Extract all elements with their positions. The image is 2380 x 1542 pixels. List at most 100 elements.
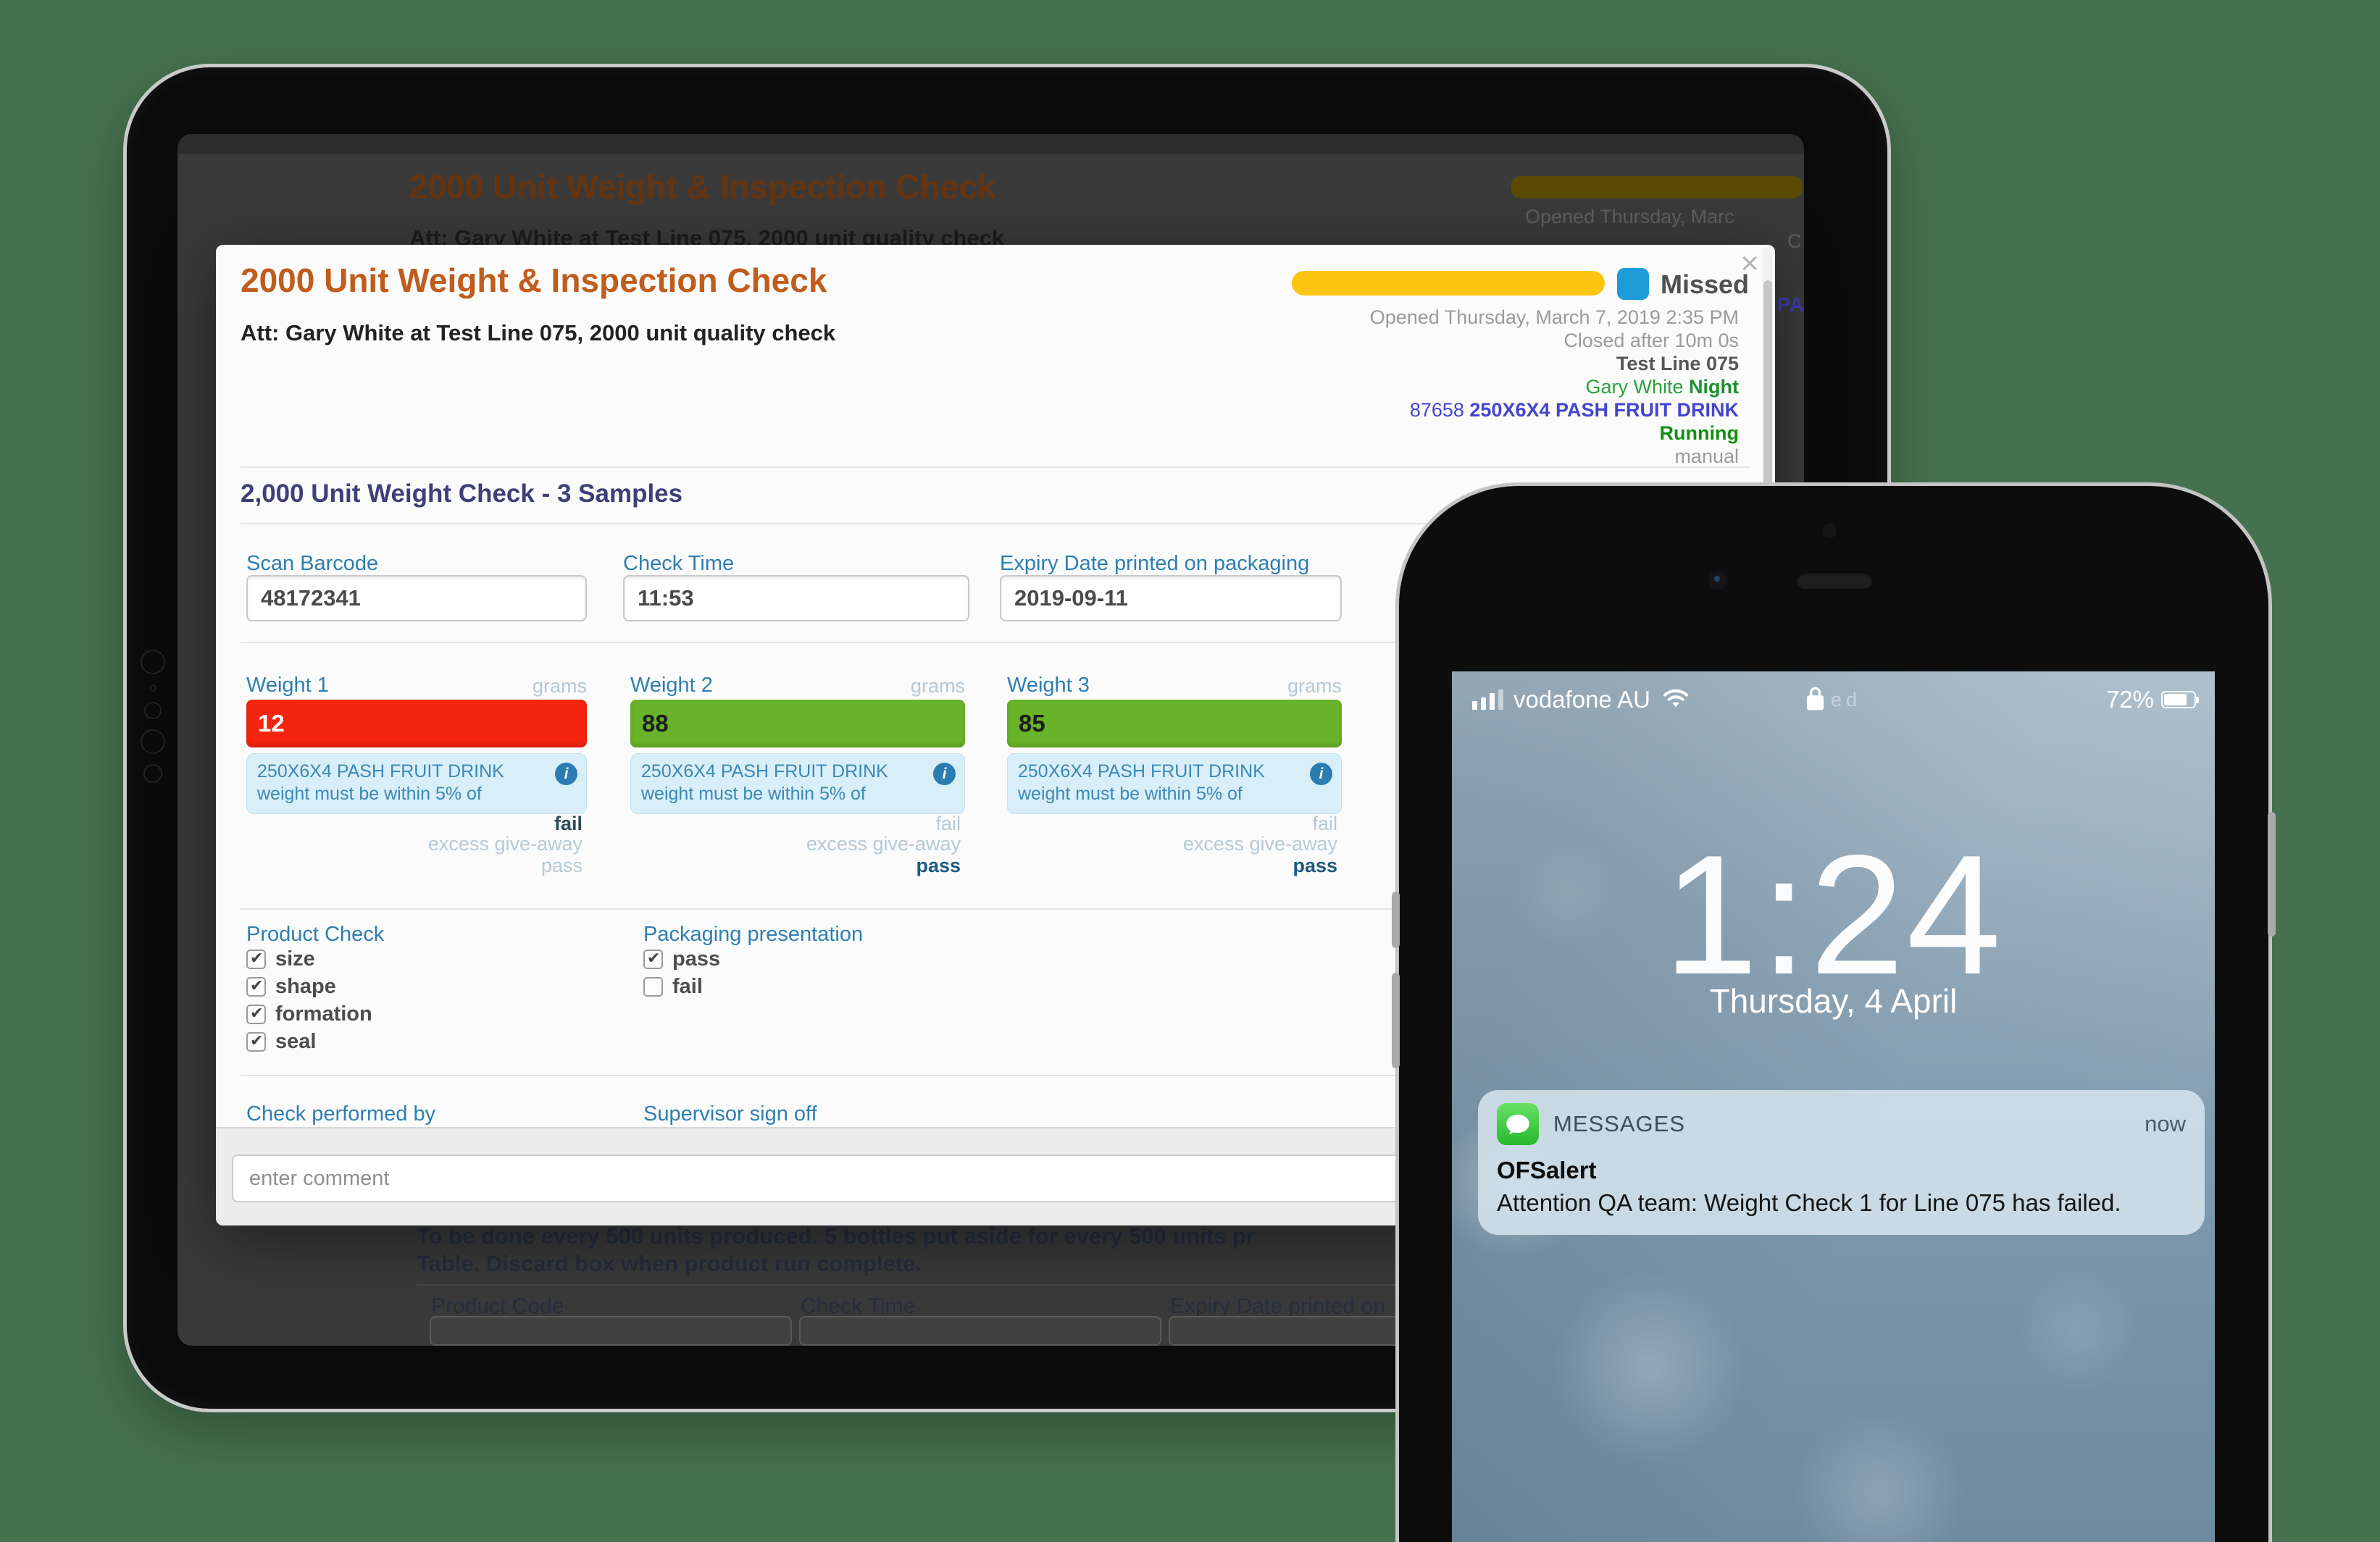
front-camera (1706, 569, 1729, 592)
weight1-status-pass[interactable]: pass (540, 855, 583, 876)
checkbox-label: pass (672, 947, 721, 971)
progress-bar (1292, 271, 1605, 296)
checkbox-unchecked-icon[interactable] (643, 976, 663, 997)
lock-status-group: ed (1805, 684, 1861, 716)
lockscreen-time: 1:24 (1663, 819, 2004, 1010)
tablet-side-camera-array (138, 640, 167, 793)
earpiece-speaker (1796, 571, 1873, 589)
battery-group: 72% (2105, 686, 2199, 713)
battery-percent: 72% (2105, 686, 2154, 713)
checkbox-size[interactable]: size (246, 947, 315, 971)
expiry-date-input[interactable]: 2019-09-11 (1000, 575, 1342, 621)
weight3-status-fail[interactable]: fail (1312, 813, 1337, 834)
page-field-label-expiry: Expiry Date printed on (1170, 1294, 1385, 1318)
check-time-label: Check Time (623, 552, 735, 575)
info-icon[interactable]: i (1310, 763, 1332, 785)
weight3-tolerance-note: 250X6X4 PASH FRUIT DRINK weight must be … (1007, 753, 1342, 814)
weight2-tolerance-note: 250X6X4 PASH FRUIT DRINK weight must be … (630, 753, 965, 814)
checkbox-seal[interactable]: seal (246, 1030, 316, 1053)
page-field-label-product-code: Product Code (431, 1294, 564, 1318)
weight3-status-pass[interactable]: pass (1293, 855, 1337, 876)
wifi-icon (1661, 687, 1691, 713)
supervisor-signoff-label: Supervisor sign off (643, 1102, 817, 1126)
checkbox-shape[interactable]: shape (246, 975, 336, 998)
weight1-unit: grams (532, 675, 587, 697)
divider (241, 466, 1750, 468)
signal-strength-icon (1472, 690, 1503, 710)
operator-name: Gary White (1585, 376, 1690, 398)
messages-app-icon (1497, 1103, 1539, 1145)
checkbox-formation[interactable]: formation (246, 1002, 372, 1026)
page-input-check-time (799, 1316, 1161, 1346)
run-state: Running (1659, 422, 1739, 444)
page-field-label-check-time: Check Time (801, 1294, 916, 1318)
weight3-status-giveaway[interactable]: excess give-away (1182, 833, 1337, 855)
checkbox-label: fail (672, 974, 703, 998)
checkbox-checked-icon[interactable] (643, 949, 663, 969)
page-product-fragment-dimmed: PA (1777, 293, 1804, 316)
checkbox-label: seal (275, 1029, 317, 1053)
opened-timestamp: Opened Thursday, March 7, 2019 2:35 PM (1369, 306, 1739, 328)
page-progress-bar-dimmed (1511, 176, 1803, 198)
tolerance-rule: weight must be within 5% of (257, 784, 482, 804)
notification-title: OFSalert (1497, 1157, 1597, 1183)
proximity-sensor (1822, 524, 1837, 538)
scan-barcode-input[interactable]: 48172341 (246, 575, 587, 621)
divider (241, 908, 1750, 910)
weight1-tolerance-note: 250X6X4 PASH FRUIT DRINK weight must be … (246, 753, 587, 814)
page-closed-fragment-dimmed: C (1787, 230, 1802, 252)
page-opened-text-dimmed: Opened Thursday, Marc (1525, 206, 1734, 227)
messages-notification[interactable]: MESSAGES now OFSalert Attention QA team:… (1478, 1090, 2205, 1235)
volume-down-button[interactable] (1392, 973, 1400, 1068)
volume-up-button[interactable] (1392, 892, 1400, 948)
close-icon[interactable]: × (1740, 246, 1759, 281)
check-time-input[interactable]: 11:53 (623, 575, 969, 621)
check-metadata: Opened Thursday, March 7, 2019 2:35 PM C… (1370, 306, 1739, 468)
checkbox-label: shape (275, 974, 336, 998)
lock-icon (1805, 684, 1825, 716)
lockscreen-date: Thursday, 4 April (1709, 982, 1958, 1020)
modal-title: 2000 Unit Weight & Inspection Check (241, 261, 827, 299)
weight1-status-fail[interactable]: fail (554, 813, 583, 834)
checkbox-checked-icon[interactable] (246, 1004, 266, 1024)
tablet-statusbar-dimmed (178, 134, 1804, 154)
page-divider (417, 1284, 1786, 1286)
product-check-header: Product Check (246, 923, 385, 946)
checkbox-checked-icon[interactable] (246, 1031, 266, 1052)
checkbox-packaging-pass[interactable]: pass (643, 947, 720, 971)
weight3-label: Weight 3 (1007, 674, 1090, 697)
page-title-dimmed: 2000 Unit Weight & Inspection Check (409, 168, 996, 206)
weight2-input[interactable]: 88 (630, 700, 965, 747)
phone-device: vodafone AU ed 72% (1392, 482, 2276, 1542)
tolerance-product: 250X6X4 PASH FRUIT DRINK (641, 761, 888, 782)
missed-status-label: Missed (1661, 269, 1750, 299)
power-button[interactable] (2268, 812, 2276, 936)
modal-subtitle: Att: Gary White at Test Line 075, 2000 u… (241, 320, 836, 345)
notification-app-name: MESSAGES (1553, 1111, 1685, 1136)
weight1-status-giveaway[interactable]: excess give-away (427, 833, 583, 855)
lock-suffix-text: ed (1831, 689, 1862, 711)
weight3-input[interactable]: 85 (1007, 700, 1342, 747)
operator-shift: Gary White Night (1370, 375, 1739, 398)
divider (241, 642, 1750, 643)
battery-icon (2161, 691, 2199, 708)
packaging-presentation-header: Packaging presentation (643, 923, 864, 946)
weight2-status-giveaway[interactable]: excess give-away (806, 833, 961, 855)
checkbox-packaging-fail[interactable]: fail (643, 975, 703, 998)
scrollbar-thumb[interactable] (1763, 280, 1772, 519)
checkbox-checked-icon[interactable] (246, 949, 266, 969)
weight1-label: Weight 1 (246, 674, 329, 697)
weight2-unit: grams (910, 675, 965, 697)
weight2-status-fail[interactable]: fail (935, 813, 961, 834)
checkbox-checked-icon[interactable] (246, 976, 266, 997)
info-icon[interactable]: i (933, 763, 956, 785)
weight1-input[interactable]: 12 (246, 700, 587, 747)
page-instructions-line1: To be done every 500 units produced. 5 b… (417, 1223, 1256, 1249)
section-title: 2,000 Unit Weight Check - 3 Samples (241, 479, 683, 508)
weight2-status-pass[interactable]: pass (916, 855, 961, 876)
tolerance-rule: weight must be within 5% of (641, 784, 866, 804)
missed-status-chip (1617, 268, 1649, 300)
info-icon[interactable]: i (555, 763, 577, 785)
notification-timestamp: now (2145, 1111, 2186, 1136)
notification-body: Attention QA team: Weight Check 1 for Li… (1497, 1189, 2121, 1216)
